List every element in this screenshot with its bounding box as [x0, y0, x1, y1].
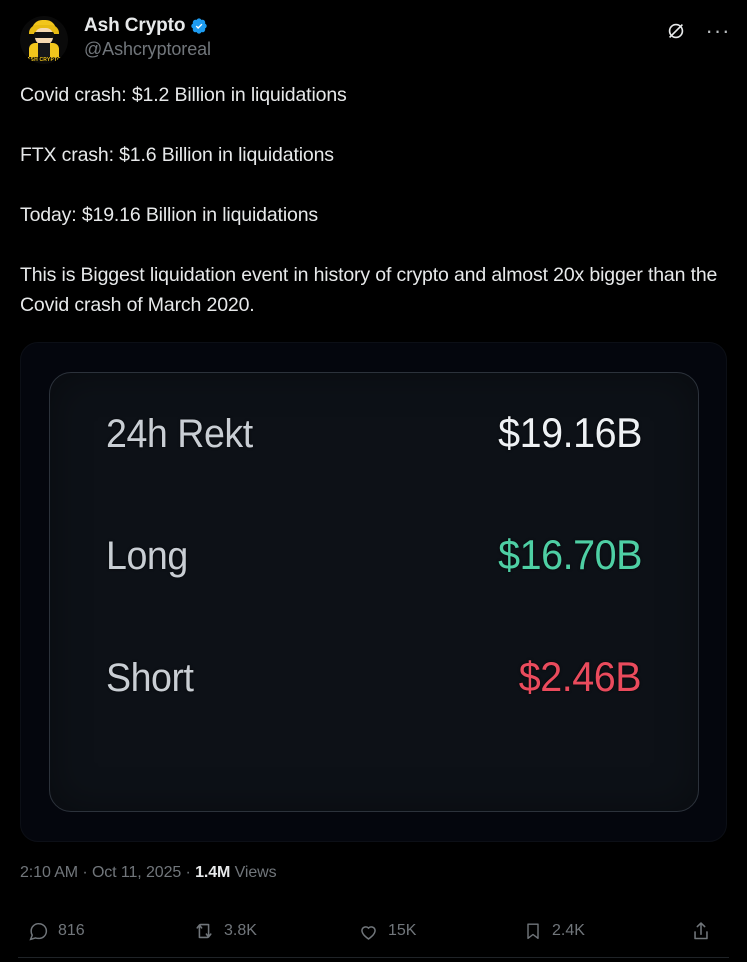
meta-separator-1: ·: [78, 864, 92, 881]
stat-label-24h-rekt: 24h Rekt: [105, 412, 253, 456]
retweet-icon: [196, 923, 212, 939]
views-label: Views: [230, 864, 277, 881]
bottom-divider: [18, 957, 729, 958]
stat-value-short: $2.46B: [519, 653, 642, 700]
bookmark-icon: [527, 923, 539, 940]
stat-label-long: Long: [105, 534, 188, 578]
more-options-label: ···: [705, 18, 731, 43]
header-actions: ···: [663, 18, 731, 44]
meta-separator-2: ·: [181, 864, 196, 881]
verified-badge-icon: [191, 18, 208, 34]
share-button[interactable]: [690, 920, 721, 942]
tweet-paragraph-2: FTX crash: $1.6 Billion in liquidations: [20, 144, 334, 166]
reply-icon: [29, 922, 48, 941]
tweet-header: ASH CRYPTO Ash Crypto @Ashcryptoreal: [0, 0, 747, 78]
share-icon: [694, 922, 708, 940]
liquidation-stats-panel: 24h Rekt $19.16B Long $16.70B Short $2.4…: [48, 372, 699, 812]
stat-label-short: Short: [105, 656, 194, 700]
avatar[interactable]: ASH CRYPTO: [20, 16, 68, 64]
tweet-action-bar: 816 3.8K 15K 2.4K: [0, 920, 747, 942]
avatar-sunglasses-icon: [34, 32, 54, 38]
views-count: 1.4M: [195, 864, 231, 881]
tweet-text: Covid crash: $1.2 Billion in liquidation…: [0, 78, 747, 320]
retweet-count: 3.8K: [224, 922, 257, 939]
stat-value-long: $16.70B: [497, 531, 642, 578]
avatar-brand-text: ASH CRYPTO: [26, 57, 62, 63]
tweet-media-card[interactable]: 24h Rekt $19.16B Long $16.70B Short $2.4…: [20, 342, 727, 842]
author-name-row: Ash Crypto: [84, 15, 211, 37]
like-button[interactable]: 15K: [358, 921, 523, 942]
not-interested-icon[interactable]: [663, 18, 689, 44]
author-block: Ash Crypto @Ashcryptoreal: [84, 14, 211, 60]
avatar-shirt: [38, 43, 50, 57]
like-icon: [361, 925, 376, 940]
stat-row: Long $16.70B: [106, 531, 642, 653]
bookmark-button[interactable]: 2.4K: [523, 921, 688, 941]
tweet-paragraph-1: Covid crash: $1.2 Billion in liquidation…: [20, 84, 347, 106]
tweet-date: Oct 11, 2025: [91, 864, 182, 881]
tweet-paragraph-3: Today: $19.16 Billion in liquidations: [20, 204, 318, 226]
author-display-name[interactable]: Ash Crypto: [84, 15, 186, 36]
author-handle[interactable]: @Ashcryptoreal: [84, 39, 211, 59]
like-count: 15K: [388, 922, 417, 939]
retweet-button[interactable]: 3.8K: [193, 920, 358, 942]
stat-row: 24h Rekt $19.16B: [106, 409, 642, 531]
tweet-meta: 2:10 AM · Oct 11, 2025 · 1.4M Views: [0, 842, 747, 882]
stat-value-24h-rekt: $19.16B: [497, 409, 642, 456]
reply-count: 816: [58, 922, 85, 939]
more-options-icon[interactable]: ···: [705, 18, 731, 44]
tweet-time: 2:10 AM: [20, 864, 79, 881]
stat-row: Short $2.46B: [106, 653, 642, 775]
reply-button[interactable]: 816: [28, 921, 193, 942]
bookmark-count: 2.4K: [552, 922, 585, 939]
tweet-paragraph-4: This is Biggest liquidation event in his…: [20, 264, 718, 316]
